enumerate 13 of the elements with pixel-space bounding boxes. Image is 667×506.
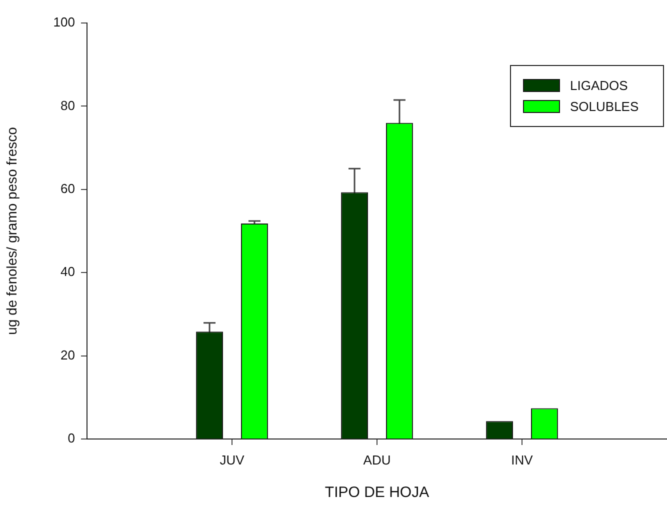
x-tick-label: ADU: [363, 452, 391, 468]
legend-label: SOLUBLES: [570, 99, 639, 114]
y-tick-label: 60: [60, 180, 75, 196]
y-tick-label: 20: [60, 347, 75, 362]
y-tick-label: 40: [60, 264, 75, 280]
y-axis-title: ug de fenoles/ gramo peso fresco: [3, 126, 20, 335]
x-tick-label: JUV: [220, 452, 245, 468]
x-axis-title: TIPO DE HOJA: [324, 484, 430, 502]
legend-label: LIGADOS: [570, 78, 628, 93]
y-tick-label: 0: [68, 430, 75, 446]
y-tick-label: 100: [53, 14, 75, 30]
y-tick-label: 80: [60, 98, 75, 113]
x-tick-label: INV: [511, 452, 534, 468]
